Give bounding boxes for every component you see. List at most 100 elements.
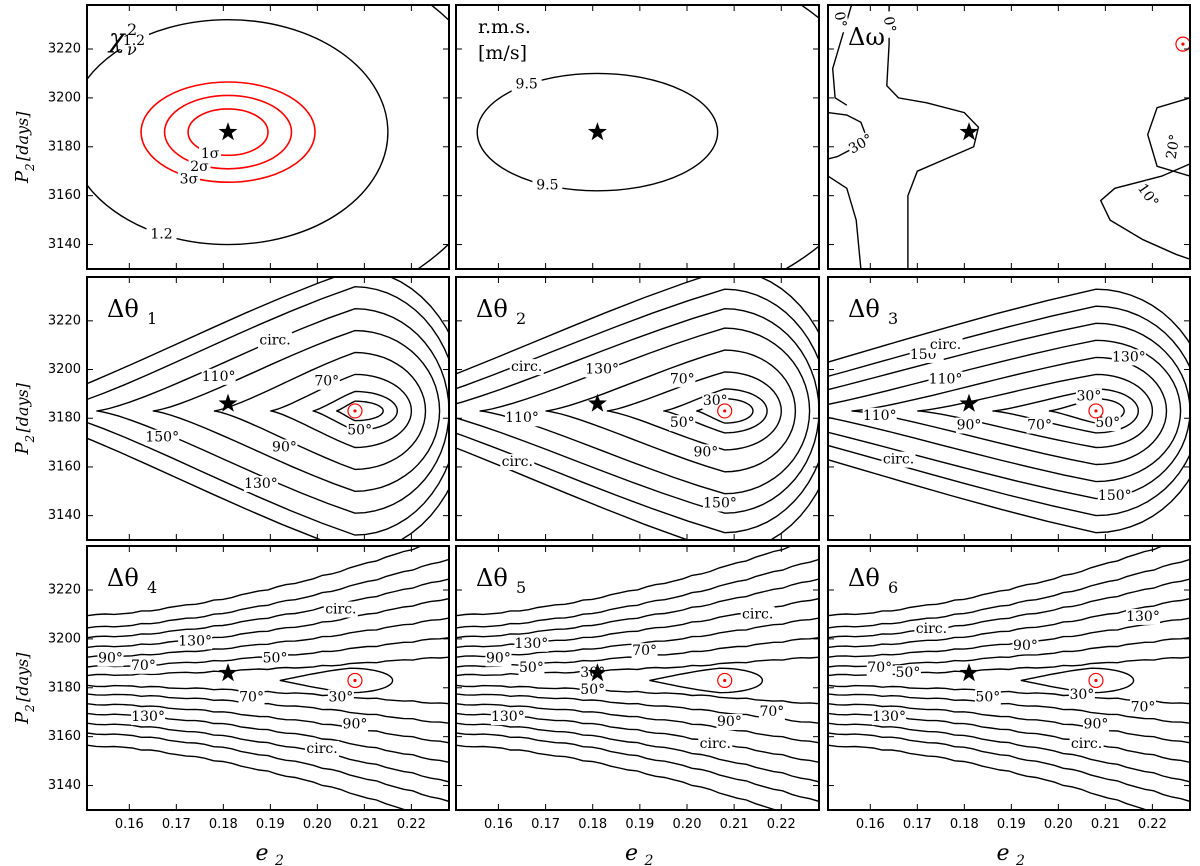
resonance-marker-dot <box>353 409 357 413</box>
contour-70° <box>606 371 783 451</box>
contour-label-8: 130° <box>491 709 525 725</box>
omega-label-0: 0° <box>830 10 849 28</box>
contour-circ.-upper <box>456 546 793 617</box>
panel-dtheta6: 30°50°50°70°70°90°90°130°130°circ.circ.0… <box>827 545 1191 866</box>
contour-circ.-lower <box>87 744 410 810</box>
contour-label-9.5-bottom: 9.5 <box>536 177 558 193</box>
panel-frame <box>86 4 450 270</box>
contour-label-6: 130° <box>1112 349 1146 365</box>
contour-label-3: 70° <box>867 660 892 676</box>
contour-70°-lower <box>87 693 449 724</box>
contour-90° <box>213 351 427 471</box>
contour-label-5: 110° <box>929 371 963 387</box>
contour-110° <box>479 327 811 495</box>
contour-130°-upper <box>87 578 449 639</box>
x-tick-label: 0.17 <box>903 817 932 832</box>
contour-label-6: circ. <box>259 332 290 348</box>
x-axis-title-var: e <box>996 841 1009 866</box>
contour-label-1: 70° <box>314 374 339 390</box>
contour-30° <box>696 398 754 424</box>
panel-label-sub: 2 <box>516 309 526 328</box>
sigma-label-1: 1σ <box>201 146 220 162</box>
panel-dtheta3: 30°50°70°90°110°110°130°150°150°circ.cir… <box>827 276 1191 541</box>
contour-150°-lower <box>87 732 449 803</box>
panel-rms: 9.5 9.5 <box>455 4 820 270</box>
x-axis-title-var: e <box>255 841 268 866</box>
contour-label-9.5-top: 9.5 <box>516 77 538 93</box>
x-tick-label: 0.22 <box>397 817 426 832</box>
panel-label-chi2: χ 2ν <box>107 20 137 59</box>
contour-label-7: circ. <box>511 359 542 375</box>
y-axis-title-unit: [days] <box>13 382 32 432</box>
best-fit-star <box>959 663 979 682</box>
panel-label-sub: 6 <box>888 578 898 597</box>
contour-circ. <box>87 277 449 540</box>
contour-circ.-lower <box>828 744 1152 810</box>
panel-label-text: Δθ <box>107 564 139 592</box>
omega-contour-3 <box>828 175 862 269</box>
contour-label-5: 90° <box>486 650 511 666</box>
contour-label-4: 90° <box>98 650 123 666</box>
x-tick-label: 0.21 <box>1091 817 1120 832</box>
x-axis-title-sub: 2 <box>1015 853 1025 866</box>
panel-label-text: Δω <box>848 23 885 51</box>
contour-label-6: 90° <box>717 714 742 730</box>
omega-label-4: 10° <box>1134 181 1161 211</box>
contour-label-8: 130° <box>872 709 906 725</box>
x-tick-label: 0.17 <box>162 817 191 832</box>
panel-content-dtheta1: 50° 70° 90° 110° 130° 150° circ. <box>87 277 449 540</box>
contour-label-4: 70° <box>759 704 784 720</box>
y-axis-title: P2 [days] <box>12 652 37 725</box>
x-axis-title-sub: 2 <box>274 853 284 866</box>
contour-150° <box>456 288 819 534</box>
contour-label-10: circ. <box>700 736 731 752</box>
x-tick-label: 0.20 <box>303 817 332 832</box>
panel-label-sub: ν <box>127 40 137 59</box>
contour-130°-upper <box>456 578 819 639</box>
y-axis-title: P2 [days] <box>12 111 37 184</box>
contour-label-7: 130° <box>1126 609 1160 625</box>
contour-70° <box>270 373 413 449</box>
contour-label-1: 50° <box>670 415 695 431</box>
x-tick-label: 0.18 <box>950 817 979 832</box>
panel-frame <box>86 276 450 541</box>
contour-label-9: circ. <box>742 606 773 622</box>
omega-label-3: 20° <box>1164 133 1184 160</box>
contour-label-1: 50° <box>1095 415 1120 431</box>
x-tick-label: 0.16 <box>115 817 144 832</box>
panel-label-dtheta5: Δθ 5 <box>476 564 526 597</box>
omega-contour-1 <box>886 5 980 269</box>
contour-90°-lower <box>87 703 449 744</box>
contour-circ. <box>456 277 819 540</box>
contour-label-9: circ. <box>306 741 337 757</box>
panel-label-sup: 2 <box>127 20 137 39</box>
x-axis-title-sub: 2 <box>644 853 654 866</box>
panel-label-text: Δθ <box>476 564 508 592</box>
contour-130°-upper <box>828 578 1190 639</box>
panel-dtheta5: 30°50°50°70°70°90°90°130°130°circ.circ.0… <box>455 545 820 866</box>
omega-contour-5 <box>1099 163 1190 260</box>
x-tick-label: 0.19 <box>997 817 1026 832</box>
panel-label-dtheta1: Δθ 1 <box>107 295 157 328</box>
panel-content-dtheta5: 30°50°50°70°70°90°90°130°130°circ.circ. <box>456 546 819 810</box>
contour-label-4: 70° <box>1131 699 1156 715</box>
panel-label-text: Δθ <box>107 295 139 323</box>
x-tick-label: 0.19 <box>256 817 285 832</box>
contour-label-5: 130° <box>585 362 619 378</box>
x-tick-label: 0.18 <box>578 817 607 832</box>
panel-label-rms: r.m.s. [m/s] <box>478 16 531 64</box>
omega-label-group-3: 20° <box>1163 132 1184 161</box>
panel-label-line2: [m/s] <box>478 42 527 64</box>
x-tick-label: 0.20 <box>1044 817 1073 832</box>
contour-label-3: 70° <box>239 690 264 706</box>
sigma-contour-3 <box>140 81 316 184</box>
resonance-marker-dot <box>1181 42 1185 46</box>
contour-label-0: 50° <box>347 422 372 438</box>
contour-150° <box>828 305 1190 517</box>
panel-label-text: r.m.s. <box>478 16 531 38</box>
panel-label-sub: 1 <box>147 309 157 328</box>
best-fit-star <box>959 122 979 141</box>
panel-label-text: Δθ <box>848 564 880 592</box>
contour-130° <box>96 307 449 514</box>
